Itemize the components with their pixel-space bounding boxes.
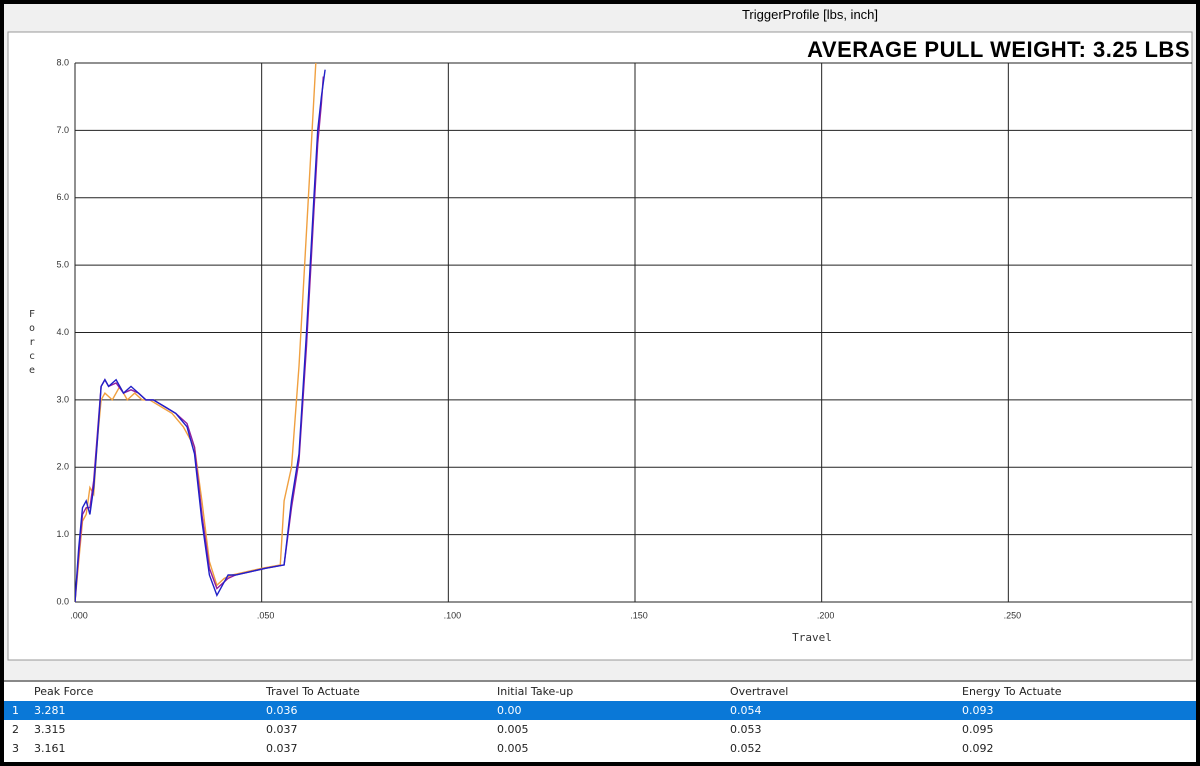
- y-tick-label: 0.0: [56, 596, 69, 606]
- y-tick-label: 7.0: [56, 125, 69, 135]
- banner: AVERAGE PULL WEIGHT: 3.25 LBS: [807, 37, 1190, 62]
- table-cell: 0.092: [962, 742, 994, 755]
- y-tick-label: 1.0: [56, 529, 69, 539]
- table-row[interactable]: 3 3.161 0.037 0.005 0.052 0.092: [4, 739, 1196, 758]
- window-title: TriggerProfile [lbs, inch]: [741, 7, 879, 22]
- y-tick-label: 5.0: [56, 260, 69, 270]
- results-table: Peak Force Travel To Actuate Initial Take-…: [4, 680, 1196, 762]
- table: Peak Force Travel To Actuate Initial Take-…: [4, 682, 1196, 758]
- x-tick-label: .100: [444, 610, 462, 620]
- y-tick-label: 6.0: [56, 192, 69, 202]
- x-axis-label: Travel: [792, 631, 832, 644]
- table-cell: 0.052: [730, 742, 762, 755]
- column-header: Peak Force: [34, 685, 94, 698]
- column-header: Initial Take-up: [497, 685, 574, 698]
- x-tick-label: .150: [630, 610, 648, 620]
- table-cell: 0.053: [730, 723, 762, 736]
- table-row[interactable]: 1 3.281 0.036 0.00 0.054 0.093: [4, 701, 1196, 720]
- row-index: 1: [4, 701, 34, 720]
- table-cell: 0.037: [266, 742, 298, 755]
- y-tick-label: 2.0: [56, 462, 69, 472]
- y-tick-label: 8.0: [56, 57, 69, 67]
- table-cell: 0.036: [266, 701, 497, 720]
- series-line: [75, 69, 326, 603]
- x-tick-label: .200: [817, 610, 835, 620]
- x-tick-label: .050: [257, 610, 275, 620]
- y-tick-label: 3.0: [56, 394, 69, 404]
- header-row: Peak Force Travel To Actuate Initial Take-…: [4, 682, 1196, 701]
- table-cell: 3.161: [34, 742, 66, 755]
- table-cell: 0.005: [497, 723, 529, 736]
- x-tick-label: .250: [1004, 610, 1022, 620]
- table-cell: 0.093: [962, 701, 1196, 720]
- table-cell: 0.005: [497, 742, 529, 755]
- x-tick-label: .000: [70, 610, 88, 620]
- row-index-header: [4, 682, 34, 701]
- column-header: Overtravel: [730, 685, 789, 698]
- table-cell: 3.315: [34, 723, 66, 736]
- table-cell: 0.00: [497, 701, 730, 720]
- y-tick-label: 4.0: [56, 327, 69, 337]
- table-row[interactable]: 2 3.315 0.037 0.005 0.053 0.095: [4, 720, 1196, 739]
- table-cell: 3.281: [34, 701, 266, 720]
- table-cell: 0.095: [962, 723, 994, 736]
- chart-panel: [7, 31, 1193, 661]
- row-index: 3: [12, 742, 19, 755]
- column-header: Energy To Actuate: [962, 685, 1062, 698]
- table-cell: 0.037: [266, 723, 298, 736]
- column-header: Travel To Actuate: [266, 685, 360, 698]
- table-cell: 0.054: [730, 701, 962, 720]
- row-index: 2: [12, 723, 19, 736]
- chart: 0.0 1.0 2.0 3.0 4.0 5.0 6.0 7.0 8.0 .000 .050 .100.…: [7, 31, 1193, 661]
